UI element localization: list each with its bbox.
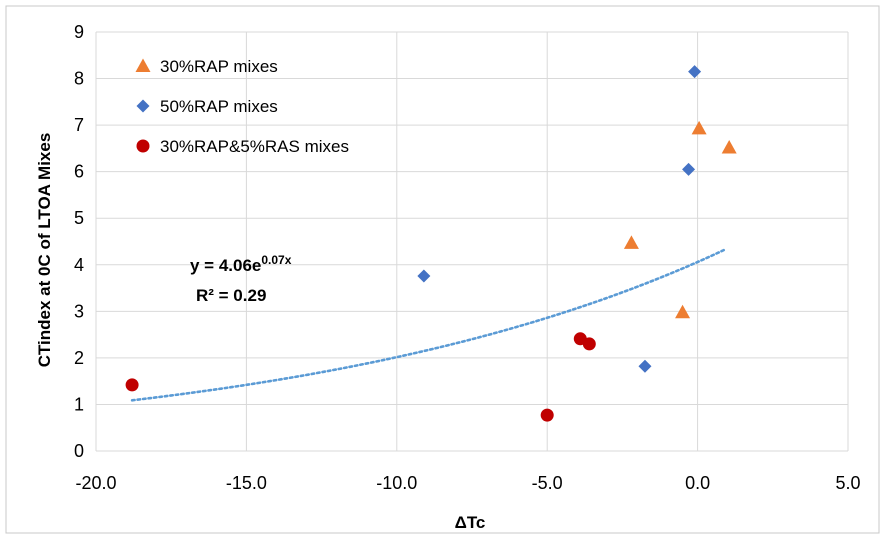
diamond-data-point [682,162,696,176]
gridlines [95,31,849,452]
legend-triangle-marker [135,58,151,72]
y-tick-label: 7 [74,115,84,135]
y-tick-label: 4 [74,255,84,275]
y-tick-label: 5 [74,208,84,228]
legend-label: 30%RAP&5%RAS mixes [160,137,349,156]
triangle-data-point [623,235,639,249]
circle-data-point [582,337,596,351]
x-tick-label: 0.0 [685,473,710,493]
y-tick-label: 3 [74,301,84,321]
tick-labels: 0 1 2 3 4 5 6 7 8 9 -20.0 -15.0 -10.0 -5.0 0.0 5.0 [74,22,861,493]
x-axis-title: ΔTc [455,513,486,532]
x-tick-label: 5.0 [835,473,860,493]
chart-frame [5,5,880,534]
legend: 30%RAP mixes 50%RAP mixes 30%RAP&5%RAS mix… [135,57,349,156]
y-tick-label: 0 [74,441,84,461]
y-axis-title: CTindex at 0C of LTOA Mixes [35,133,54,368]
x-tick-label: -20.0 [75,473,116,493]
legend-diamond-marker [136,99,150,113]
triangle-data-point [675,304,691,319]
x-tick-label: -15.0 [226,473,267,493]
y-tick-label: 6 [74,162,84,182]
y-tick-label: 9 [74,22,84,42]
legend-circle-marker [136,139,150,153]
trendline-layer [130,248,726,402]
trendline-equation-main: y = 4.06e [190,256,261,275]
trendline-equation: y = 4.06e0.07x [190,253,292,275]
x-tick-label: -10.0 [376,473,417,493]
y-tick-label: 1 [74,394,84,414]
triangle-data-point [691,120,707,135]
diamond-data-point [638,359,652,373]
data-points [125,65,737,422]
exponential-trendline [130,248,726,402]
y-tick-label: 8 [74,69,84,89]
trendline-equation-exponent: 0.07x [261,253,291,267]
diamond-data-point [688,65,702,79]
legend-label: 30%RAP mixes [160,57,278,76]
x-tick-label: -5.0 [532,473,563,493]
circle-data-point [125,378,139,392]
legend-label: 50%RAP mixes [160,97,278,116]
trendline-r-squared: R² = 0.29 [196,286,266,305]
circle-data-point [540,408,554,422]
y-tick-label: 2 [74,348,84,368]
triangle-data-point [721,139,737,154]
diamond-data-point [417,269,431,283]
